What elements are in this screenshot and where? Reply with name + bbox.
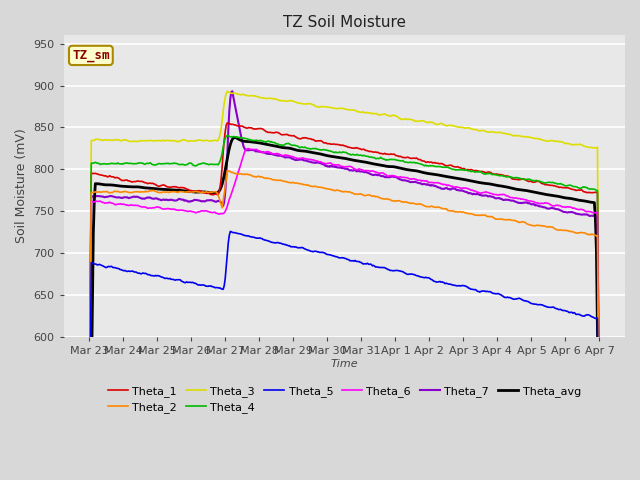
Theta_2 — [223, 168, 231, 173]
Theta_3 — [362, 109, 370, 115]
Line: Theta_7: Theta_7 — [89, 91, 600, 467]
Theta_3 — [504, 132, 512, 137]
Theta_1 — [584, 190, 592, 195]
Theta_5 — [504, 295, 512, 300]
Theta_6 — [329, 162, 337, 168]
Theta_4 — [390, 156, 398, 162]
Theta_1 — [596, 448, 604, 454]
Theta_5 — [332, 254, 339, 260]
Theta_5 — [329, 253, 337, 259]
Theta_1 — [85, 437, 93, 443]
Theta_5 — [390, 268, 398, 274]
Theta_avg — [390, 164, 398, 169]
Theta_1 — [329, 141, 337, 147]
Theta_2 — [85, 449, 93, 455]
Theta_3 — [332, 106, 339, 111]
Line: Theta_avg: Theta_avg — [89, 137, 600, 480]
Theta_4 — [332, 149, 339, 155]
Theta_avg — [362, 159, 370, 165]
Y-axis label: Soil Moisture (mV): Soil Moisture (mV) — [15, 129, 28, 243]
Theta_3 — [584, 144, 592, 150]
Line: Theta_1: Theta_1 — [89, 123, 600, 451]
Theta_5 — [362, 261, 370, 267]
Theta_2 — [362, 192, 370, 198]
Theta_2 — [584, 232, 592, 238]
Theta_7 — [332, 164, 339, 170]
Text: TZ_sm: TZ_sm — [72, 49, 109, 62]
Theta_avg — [504, 184, 512, 190]
Legend: Theta_1, Theta_2, Theta_3, Theta_4, Theta_5, Theta_6, Theta_7, Theta_avg: Theta_1, Theta_2, Theta_3, Theta_4, Thet… — [104, 382, 585, 418]
Theta_2 — [332, 188, 339, 193]
Theta_2 — [504, 217, 512, 223]
Theta_1 — [223, 120, 231, 126]
Theta_3 — [390, 112, 398, 118]
Line: Theta_6: Theta_6 — [89, 149, 600, 463]
Theta_6 — [332, 162, 339, 168]
Theta_3 — [223, 88, 231, 94]
Theta_4 — [584, 186, 592, 192]
Theta_3 — [329, 105, 337, 111]
Theta_7 — [390, 174, 398, 180]
Theta_7 — [228, 88, 236, 94]
Theta_6 — [504, 193, 512, 199]
Theta_4 — [362, 154, 370, 159]
Theta_6 — [390, 173, 398, 179]
Theta_6 — [584, 208, 592, 214]
Theta_avg — [332, 154, 339, 160]
Theta_6 — [85, 453, 93, 459]
Line: Theta_5: Theta_5 — [89, 231, 600, 480]
Line: Theta_2: Theta_2 — [89, 170, 600, 477]
Theta_7 — [362, 169, 370, 175]
Theta_1 — [390, 151, 398, 157]
Theta_7 — [329, 163, 337, 169]
Theta_7 — [504, 197, 512, 203]
Theta_4 — [596, 447, 604, 453]
Theta_7 — [596, 464, 604, 469]
Theta_1 — [504, 174, 512, 180]
Theta_1 — [332, 142, 339, 147]
Theta_3 — [85, 417, 93, 423]
Theta_2 — [390, 198, 398, 204]
Title: TZ Soil Moisture: TZ Soil Moisture — [283, 15, 406, 30]
Theta_avg — [584, 199, 592, 204]
Theta_1 — [362, 147, 370, 153]
Theta_4 — [504, 174, 512, 180]
Theta_5 — [584, 312, 592, 318]
Theta_6 — [596, 460, 604, 466]
Theta_2 — [596, 474, 604, 480]
Line: Theta_4: Theta_4 — [89, 136, 600, 450]
Theta_4 — [85, 431, 93, 437]
X-axis label: Time: Time — [330, 359, 358, 369]
Theta_4 — [223, 133, 231, 139]
Line: Theta_3: Theta_3 — [89, 91, 600, 423]
Theta_4 — [329, 149, 337, 155]
Theta_6 — [362, 168, 370, 173]
Theta_2 — [329, 187, 337, 192]
Theta_3 — [596, 420, 604, 426]
Theta_5 — [227, 228, 234, 234]
Theta_7 — [584, 212, 592, 218]
Theta_avg — [230, 134, 238, 140]
Theta_6 — [244, 146, 252, 152]
Theta_7 — [85, 450, 93, 456]
Theta_avg — [329, 154, 337, 159]
